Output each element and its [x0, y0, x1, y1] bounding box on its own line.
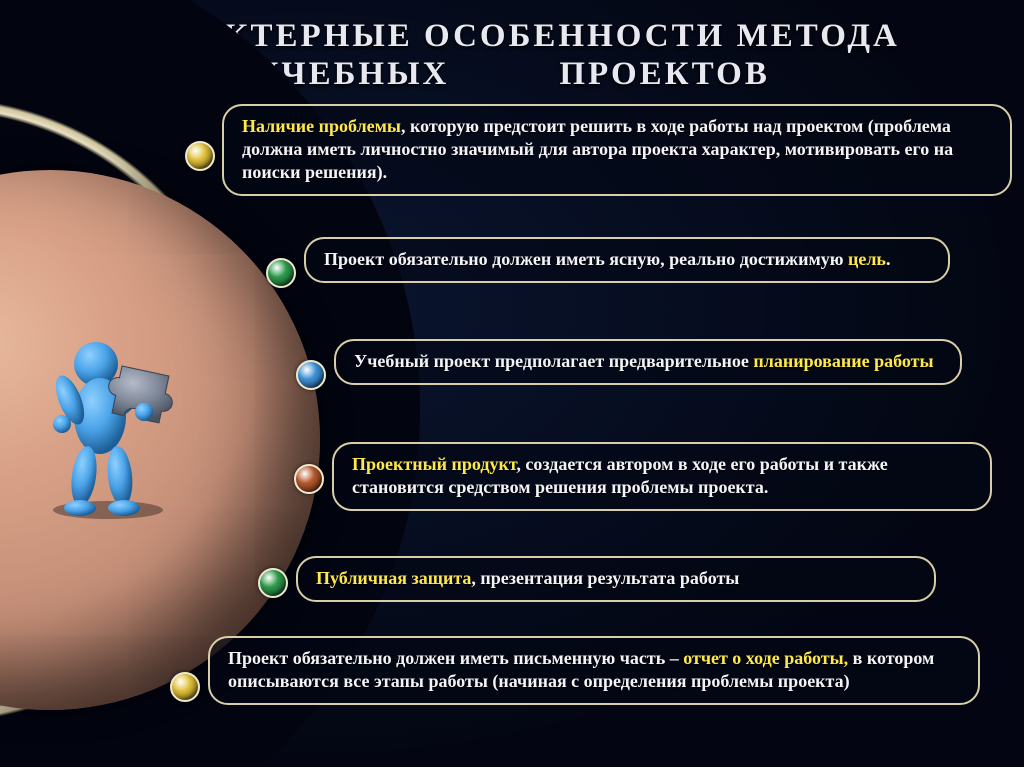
highlight-text: Наличие проблемы	[242, 116, 401, 136]
bullet-node-1	[185, 141, 215, 171]
bullet-node-4	[294, 464, 324, 494]
body-text: , презентация результата работы	[471, 568, 739, 588]
feature-box-2: Проект обязательно должен иметь ясную, р…	[304, 237, 950, 283]
bullet-node-2	[266, 258, 296, 288]
feature-box-3: Учебный проект предполагает предваритель…	[334, 339, 962, 385]
feature-box-5: Публичная защита, презентация результата…	[296, 556, 936, 602]
bullet-node-6	[170, 672, 200, 702]
highlight-text: цель	[848, 249, 886, 269]
body-text: Учебный проект предполагает предваритель…	[354, 351, 753, 371]
highlight-text: Публичная защита	[316, 568, 471, 588]
body-text: .	[886, 249, 891, 269]
highlight-text: отчет о ходе работы,	[683, 648, 852, 668]
feature-box-4: Проектный продукт, создается автором в х…	[332, 442, 992, 511]
body-text: Проект обязательно должен иметь письменн…	[228, 648, 683, 668]
feature-list: Наличие проблемы, которую предстоит реши…	[0, 0, 1024, 767]
highlight-text: планирование работы	[753, 351, 933, 371]
feature-box-6: Проект обязательно должен иметь письменн…	[208, 636, 980, 705]
body-text: Проект обязательно должен иметь ясную, р…	[324, 249, 848, 269]
bullet-node-3	[296, 360, 326, 390]
highlight-text: Проектный продукт	[352, 454, 516, 474]
bullet-node-5	[258, 568, 288, 598]
feature-box-1: Наличие проблемы, которую предстоит реши…	[222, 104, 1012, 196]
